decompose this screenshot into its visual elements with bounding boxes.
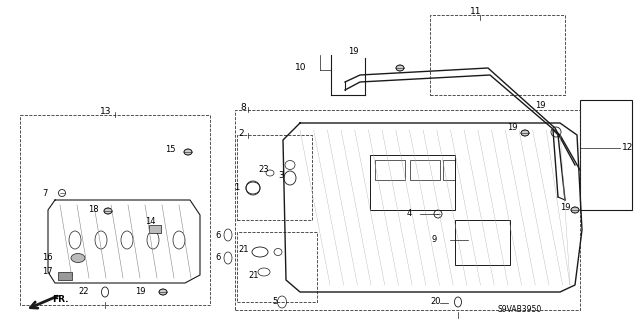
- Text: 19: 19: [507, 122, 518, 131]
- Text: 19: 19: [560, 203, 570, 211]
- Text: 8: 8: [240, 102, 246, 112]
- Text: 10: 10: [295, 63, 307, 71]
- Ellipse shape: [184, 149, 192, 155]
- Bar: [430, 15, 565, 95]
- Bar: [370, 155, 455, 210]
- Text: 16: 16: [42, 254, 52, 263]
- Bar: [237, 232, 317, 302]
- Text: 14: 14: [145, 218, 156, 226]
- Ellipse shape: [396, 65, 404, 71]
- Text: 23: 23: [258, 166, 269, 174]
- Bar: [149, 225, 161, 233]
- Bar: [410, 160, 440, 180]
- Text: 6: 6: [215, 254, 220, 263]
- Text: 17: 17: [42, 268, 52, 277]
- Bar: [375, 160, 405, 180]
- Bar: [443, 160, 455, 180]
- Text: 9: 9: [432, 235, 437, 244]
- Ellipse shape: [159, 289, 167, 295]
- Ellipse shape: [71, 254, 85, 263]
- Text: 19: 19: [535, 100, 545, 109]
- Bar: [58, 272, 72, 280]
- Text: 19: 19: [135, 287, 145, 296]
- Text: 2: 2: [238, 129, 244, 137]
- Text: 19: 19: [348, 48, 358, 56]
- Bar: [580, 100, 632, 210]
- Ellipse shape: [521, 130, 529, 136]
- Text: 15: 15: [165, 145, 175, 154]
- Text: 11: 11: [470, 8, 481, 17]
- Text: 7: 7: [42, 189, 47, 197]
- Text: 5: 5: [272, 298, 277, 307]
- Bar: [237, 135, 312, 220]
- Bar: [235, 110, 580, 310]
- Bar: [455, 220, 510, 265]
- Text: 13: 13: [100, 108, 111, 116]
- Text: 22: 22: [78, 287, 88, 296]
- Text: FR.: FR.: [52, 295, 68, 305]
- Text: 18: 18: [88, 205, 99, 214]
- Text: 20: 20: [430, 298, 440, 307]
- Text: 1: 1: [234, 183, 239, 192]
- Ellipse shape: [571, 207, 579, 213]
- Text: 12: 12: [622, 144, 634, 152]
- Text: 21: 21: [248, 271, 259, 279]
- Ellipse shape: [104, 208, 112, 214]
- Text: 4: 4: [407, 209, 412, 218]
- Text: 21: 21: [238, 246, 248, 255]
- Text: 6: 6: [215, 231, 220, 240]
- Text: 3: 3: [278, 170, 284, 180]
- Text: S9VAB3950: S9VAB3950: [498, 306, 542, 315]
